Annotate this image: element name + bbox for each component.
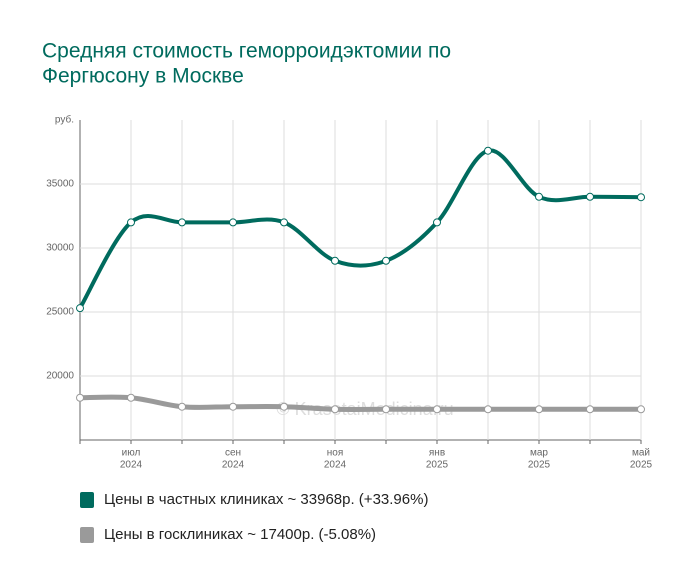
x-tick-label: 2025 [426,460,449,471]
data-point [76,304,84,313]
data-point [382,405,390,414]
series-line [79,394,641,412]
data-point [178,218,186,227]
data-point [382,256,390,265]
x-tick-label: 2024 [222,460,245,471]
x-tick-label: 2025 [630,460,653,471]
legend-label: Цены в частных клиниках ~ 33968р. (+33.9… [104,491,428,508]
x-tick-label: ноя [327,448,344,459]
x-tick-label: 2024 [120,460,143,471]
x-tick-label: 2025 [528,460,551,471]
x-tick-label: янв [429,448,445,459]
data-point [484,146,492,155]
data-point [127,218,135,227]
data-point [535,192,543,201]
data-point [535,405,543,414]
data-point [586,192,594,201]
data-point [178,402,186,411]
data-point [76,393,84,402]
data-point [484,405,492,414]
x-tick-label: сен [225,448,241,459]
data-point [127,393,135,402]
data-point [331,405,339,414]
data-point [229,402,237,411]
y-tick-label: 25000 [46,307,74,318]
x-tick-label: июл [122,448,141,459]
x-tick-label: 2024 [324,460,347,471]
y-unit: руб. [55,114,74,126]
data-point [280,402,288,411]
y-tick-label: 35000 [46,179,74,190]
legend-label: Цены в госклиниках ~ 17400р. (-5.08%) [104,526,376,543]
chart-title: Фергюсону в Москве [42,65,244,88]
legend-swatch [80,527,94,543]
chart-title: Средняя стоимость геморроидэктомии по [42,40,451,63]
data-point [433,405,441,414]
data-point [433,218,441,227]
x-tick-label: май [632,448,650,459]
x-tick-label: мар [530,448,548,459]
data-point [637,193,645,202]
series-line [78,148,642,310]
y-tick-label: 20000 [46,371,74,382]
data-point [229,218,237,227]
legend-swatch [80,492,94,508]
data-point [280,218,288,227]
data-point [637,405,645,414]
data-point [586,405,594,414]
y-tick-label: 30000 [46,243,74,254]
data-point [331,256,339,265]
